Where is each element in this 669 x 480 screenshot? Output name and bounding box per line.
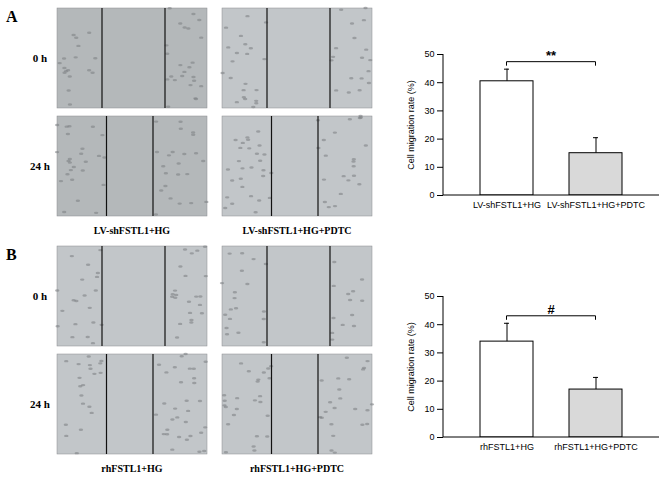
svg-text:#: # [547,302,555,317]
svg-text:40: 40 [424,320,434,330]
svg-text:LV-shFSTL1+HG+PDTC: LV-shFSTL1+HG+PDTC [547,200,645,210]
svg-text:20: 20 [424,134,434,144]
svg-text:LV-shFSTL1+HG+PDTC: LV-shFSTL1+HG+PDTC [242,225,351,236]
svg-text:A: A [6,8,18,25]
svg-text:20: 20 [424,376,434,386]
svg-text:50: 50 [424,291,434,301]
svg-text:Cell migration rate (%): Cell migration rate (%) [406,80,416,170]
svg-text:0: 0 [429,432,434,442]
svg-text:30: 30 [424,348,434,358]
svg-text:30: 30 [424,106,434,116]
svg-text:LV-shFSTL1+HG: LV-shFSTL1+HG [94,225,171,236]
svg-text:40: 40 [424,78,434,88]
svg-text:10: 10 [424,162,434,172]
svg-text:24 h: 24 h [30,398,50,410]
svg-text:Cell migration rate (%): Cell migration rate (%) [406,322,416,412]
svg-text:rhFSTL1+HG+PDTC: rhFSTL1+HG+PDTC [554,442,638,452]
svg-text:0 h: 0 h [33,52,47,64]
svg-text:10: 10 [424,404,434,414]
svg-text:50: 50 [424,49,434,59]
svg-text:24 h: 24 h [30,160,50,172]
svg-text:LV-shFSTL1+HG: LV-shFSTL1+HG [473,200,541,210]
svg-text:**: ** [546,48,557,63]
svg-text:rhFSTL1+HG+PDTC: rhFSTL1+HG+PDTC [250,463,344,474]
svg-text:B: B [6,246,17,263]
svg-text:rhFSTL1+HG: rhFSTL1+HG [480,442,534,452]
svg-text:0 h: 0 h [33,290,47,302]
svg-text:rhFSTL1+HG: rhFSTL1+HG [101,463,162,474]
svg-text:0: 0 [429,190,434,200]
